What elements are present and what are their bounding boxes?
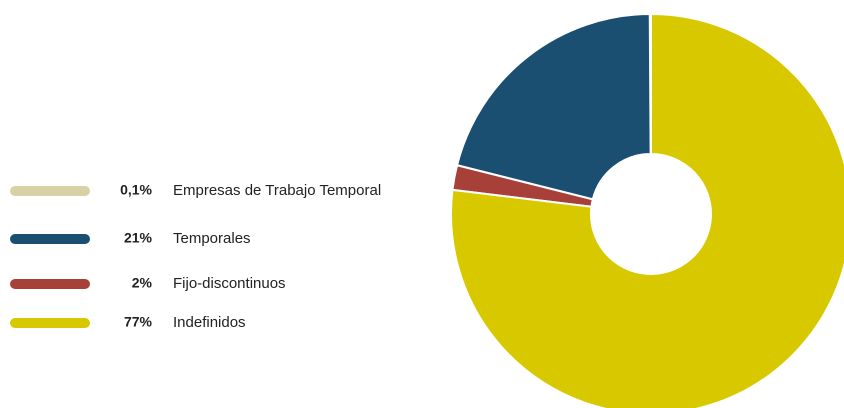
legend-swatch: [10, 279, 90, 289]
legend-label: Indefinidos: [173, 314, 246, 331]
legend-swatch: [10, 234, 90, 244]
legend-value: 0,1%: [120, 182, 152, 198]
donut-slice: [455, 12, 652, 201]
legend-value: 77%: [124, 314, 153, 330]
legend-label: Fijo-discontinuos: [173, 275, 286, 292]
legend-value: 2%: [132, 275, 153, 291]
donut-slice: [450, 12, 844, 408]
legend-label: Temporales: [173, 230, 251, 247]
legend-value: 21%: [124, 230, 153, 246]
legend-swatch: [10, 186, 90, 196]
legend-label: Empresas de Trabajo Temporal: [173, 182, 381, 199]
legend-swatch: [10, 318, 90, 328]
